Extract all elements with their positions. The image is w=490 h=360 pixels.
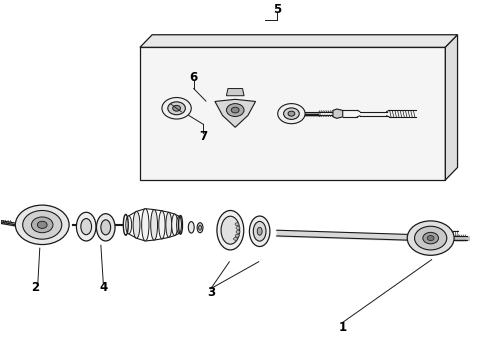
Ellipse shape	[81, 219, 92, 235]
Ellipse shape	[76, 212, 96, 241]
Text: 3: 3	[207, 287, 215, 300]
Text: 2: 2	[31, 281, 39, 294]
Circle shape	[172, 105, 180, 111]
Circle shape	[162, 98, 191, 119]
Ellipse shape	[198, 225, 201, 230]
Polygon shape	[445, 35, 458, 180]
Ellipse shape	[166, 212, 171, 237]
Circle shape	[226, 104, 244, 117]
Ellipse shape	[253, 221, 266, 241]
Text: 5: 5	[272, 3, 281, 16]
Ellipse shape	[97, 214, 115, 241]
Circle shape	[236, 226, 240, 229]
Circle shape	[231, 107, 239, 113]
Ellipse shape	[151, 210, 158, 240]
Circle shape	[235, 223, 239, 226]
Ellipse shape	[176, 216, 181, 233]
Ellipse shape	[133, 211, 140, 238]
Circle shape	[15, 205, 69, 244]
Circle shape	[236, 230, 240, 233]
Text: 6: 6	[190, 71, 198, 84]
Ellipse shape	[172, 214, 177, 235]
Circle shape	[37, 221, 47, 228]
Polygon shape	[226, 89, 244, 96]
Circle shape	[423, 232, 439, 244]
Circle shape	[407, 221, 454, 255]
Ellipse shape	[249, 216, 270, 247]
Ellipse shape	[101, 220, 111, 235]
Polygon shape	[140, 47, 445, 180]
Circle shape	[168, 102, 185, 115]
Ellipse shape	[257, 227, 262, 235]
Circle shape	[31, 217, 53, 233]
Circle shape	[278, 104, 305, 124]
Text: 1: 1	[339, 320, 347, 333]
Ellipse shape	[217, 211, 244, 250]
Ellipse shape	[188, 222, 194, 233]
Ellipse shape	[126, 216, 132, 234]
Polygon shape	[333, 109, 343, 118]
Circle shape	[284, 108, 299, 120]
Text: 4: 4	[99, 281, 107, 294]
Text: 7: 7	[199, 130, 208, 144]
Circle shape	[234, 237, 238, 240]
Ellipse shape	[197, 223, 203, 233]
Ellipse shape	[221, 216, 240, 244]
Polygon shape	[140, 35, 458, 47]
Circle shape	[288, 111, 295, 116]
Circle shape	[235, 234, 239, 237]
Ellipse shape	[142, 209, 149, 241]
Ellipse shape	[159, 211, 165, 239]
Circle shape	[415, 226, 447, 250]
Circle shape	[23, 211, 62, 239]
Polygon shape	[215, 99, 256, 127]
Circle shape	[427, 235, 434, 240]
